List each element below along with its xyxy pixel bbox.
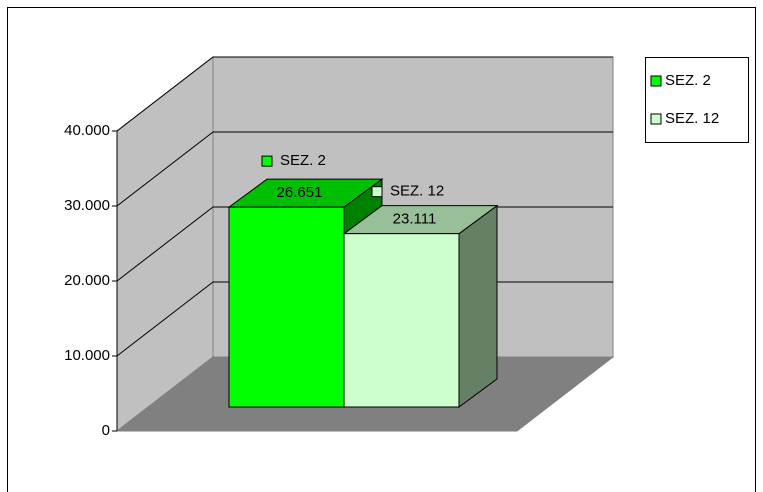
y-tick-label: 0	[102, 422, 110, 439]
series-label-key	[261, 155, 273, 167]
y-tick-label: 30.000	[64, 197, 110, 214]
bar	[343, 233, 460, 408]
legend-box	[645, 57, 749, 143]
y-tick-label: 40.000	[64, 122, 110, 139]
grid-line	[116, 56, 613, 132]
legend-key	[650, 113, 662, 125]
value-label: 26.651	[277, 184, 323, 201]
y-tick-label: 10.000	[64, 347, 110, 364]
legend-label: SEZ. 12	[665, 110, 719, 127]
bar	[228, 206, 345, 408]
legend-label: SEZ. 2	[665, 72, 711, 89]
series-label: SEZ. 2	[280, 152, 326, 169]
y-tick-label: 20.000	[64, 272, 110, 289]
grid-line	[116, 131, 613, 207]
legend-key	[650, 75, 662, 87]
value-label: 23.111	[393, 211, 437, 228]
series-label-key	[371, 186, 383, 198]
bar-side	[458, 204, 498, 408]
series-label: SEZ. 12	[390, 183, 444, 200]
